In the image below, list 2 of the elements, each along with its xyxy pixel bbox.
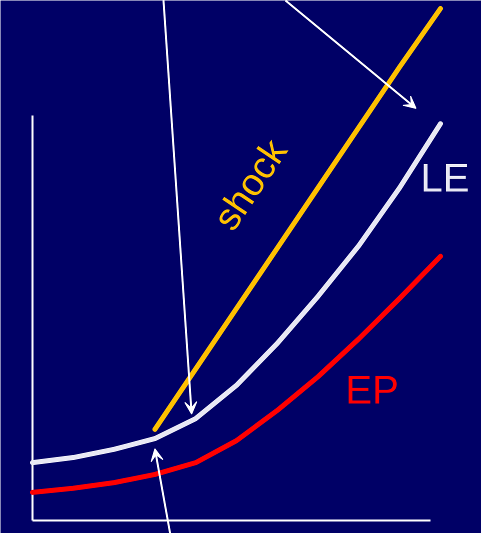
series-label: LE [420, 156, 470, 200]
series-label: EP [345, 368, 399, 412]
